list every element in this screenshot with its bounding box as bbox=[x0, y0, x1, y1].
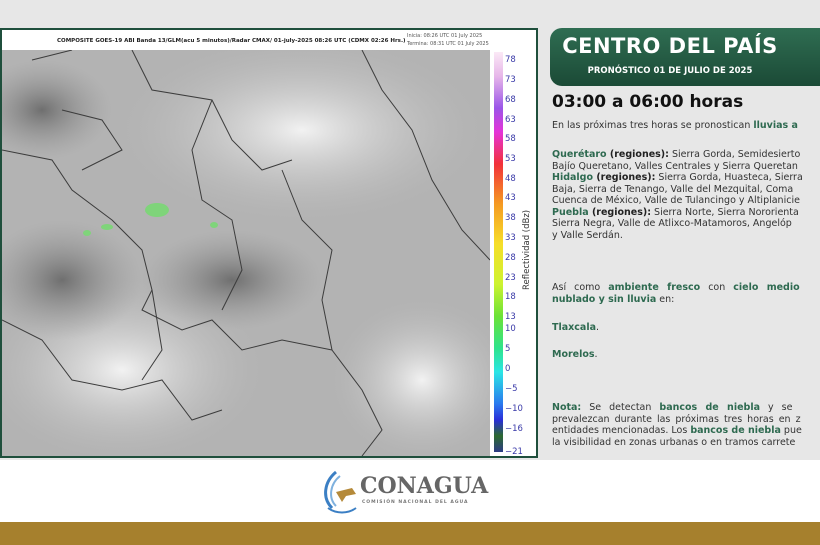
t: con bbox=[700, 282, 734, 293]
forecast-date: PRONÓSTICO 01 DE JULIO DE 2025 bbox=[587, 66, 753, 76]
conagua-logo-subtitle: COMISIÓN NACIONAL DEL AGUA bbox=[362, 500, 469, 505]
hl: cielo medio bbox=[733, 282, 800, 293]
t: y se bbox=[759, 402, 793, 413]
colorbar-label: Reflectividad (dBz) bbox=[522, 209, 532, 290]
hl: bancos de niebla bbox=[659, 402, 760, 413]
map-svg bbox=[2, 50, 490, 456]
conagua-logo-icon bbox=[324, 470, 357, 514]
colorbar-tick: −21 bbox=[505, 447, 523, 457]
intro: En las próximas tres horas se pronostica… bbox=[552, 120, 754, 131]
colorbar-tick: 23 bbox=[505, 273, 516, 283]
regions: Sierra Gorda, Huasteca, Sierra bbox=[655, 172, 803, 183]
hl: Morelos bbox=[552, 349, 595, 360]
state-name: Puebla bbox=[552, 206, 589, 218]
t: pue bbox=[780, 425, 802, 436]
t: en: bbox=[656, 293, 675, 305]
colorbar-tick: 38 bbox=[505, 213, 516, 223]
footer bbox=[0, 460, 820, 522]
colorbar-tick: 78 bbox=[505, 55, 516, 65]
reflectivity-colorbar bbox=[494, 52, 503, 452]
hl: Tlaxcala bbox=[552, 322, 596, 333]
satellite-radar-map-panel: COMPOSITE GOES-19 ABI Banda 13/GLM(acu 5… bbox=[0, 28, 538, 458]
colorbar-tick: 0 bbox=[505, 364, 511, 374]
map-title: COMPOSITE GOES-19 ABI Banda 13/GLM(acu 5… bbox=[57, 38, 406, 44]
hl: ambiente fresco bbox=[608, 282, 701, 293]
intro-highlight: lluvias a bbox=[753, 120, 798, 131]
regions-label: (regiones): bbox=[593, 172, 656, 183]
colorbar-tick: 73 bbox=[505, 75, 516, 85]
state-name: Hidalgo bbox=[552, 172, 594, 183]
colorbar-tick: 63 bbox=[505, 115, 516, 125]
fog-note: Nota: Se detectan bancos de niebla y se … bbox=[552, 402, 820, 448]
forecast-panel: CENTRO DEL PAÍS PRONÓSTICO 01 DE JULIO D… bbox=[550, 28, 820, 458]
colorbar-tick: 58 bbox=[505, 134, 516, 144]
colorbar-tick: 13 bbox=[505, 312, 516, 322]
colorbar-tick: 10 bbox=[505, 324, 516, 334]
colorbar-tick: 33 bbox=[505, 233, 516, 243]
regions: y Valle Serdán. bbox=[552, 229, 623, 241]
state-boundaries bbox=[2, 50, 490, 456]
t: entidades mencionadas. Los bbox=[552, 425, 691, 436]
state-morelos: Morelos. bbox=[552, 349, 820, 361]
colorbar-tick: 5 bbox=[505, 344, 511, 354]
queretaro-forecast: Querétaro (regiones): Sierra Gorda, Semi… bbox=[552, 149, 820, 241]
regions: Bajío Queretano, Valles Centrales y Sier… bbox=[552, 160, 798, 172]
colorbar-tick: 68 bbox=[505, 95, 516, 105]
map-start-time: Inicia: 08:26 UTC 01 July 2025 bbox=[407, 33, 483, 39]
t: . bbox=[594, 349, 598, 360]
state-name: Querétaro bbox=[552, 149, 607, 160]
radar-echoes bbox=[83, 203, 218, 236]
regions: Sierra Norte, Sierra Nororienta bbox=[651, 206, 799, 218]
hl: bancos de niebla bbox=[690, 425, 781, 436]
colorbar-tick: 43 bbox=[505, 193, 516, 203]
fresh-weather-text: Así como ambiente fresco con cielo medio… bbox=[552, 282, 820, 305]
colorbar-tick: −5 bbox=[505, 384, 518, 394]
regions: Baja, Sierra de Tenango, Valle del Mezqu… bbox=[552, 183, 794, 195]
colorbar-tick: −16 bbox=[505, 424, 523, 434]
map-end-time: Termina: 08:31 UTC 01 July 2025 bbox=[407, 41, 489, 47]
colorbar-tick: 18 bbox=[505, 292, 516, 302]
state-tlaxcala: Tlaxcala. bbox=[552, 322, 820, 334]
colorbar-tick: 53 bbox=[505, 154, 516, 164]
regions: Cuenca de México, Valle de Tulancingo y … bbox=[552, 195, 800, 206]
regions: Sierra Gorda, Semidesierto bbox=[668, 149, 801, 160]
colorbar-tick: 28 bbox=[505, 253, 516, 263]
colorbar-tick: 48 bbox=[505, 174, 516, 184]
colorbar-tick: −10 bbox=[505, 404, 523, 414]
region-title: CENTRO DEL PAÍS bbox=[562, 34, 778, 58]
t: . bbox=[595, 322, 600, 333]
t: la visibilidad en zonas urbanas o en tra… bbox=[552, 436, 796, 448]
regions-label: (regiones): bbox=[588, 206, 652, 218]
map-header: COMPOSITE GOES-19 ABI Banda 13/GLM(acu 5… bbox=[2, 30, 536, 50]
intro-text: En las próximas tres horas se pronostica… bbox=[552, 120, 820, 132]
regions-label: (regiones): bbox=[606, 149, 669, 160]
note-label: Nota: bbox=[552, 402, 582, 413]
time-range: 03:00 a 06:00 horas bbox=[552, 92, 744, 112]
t: prevalezcan durante las próximas tres ho… bbox=[552, 413, 801, 425]
footer-gold-bar bbox=[0, 522, 820, 545]
t: Así como bbox=[552, 282, 609, 293]
hl: nublado y sin lluvia bbox=[552, 293, 657, 305]
t: Se detectan bbox=[581, 402, 660, 413]
satellite-image bbox=[2, 50, 490, 456]
region-banner: CENTRO DEL PAÍS PRONÓSTICO 01 DE JULIO D… bbox=[550, 28, 820, 86]
map-times: Inicia: 08:26 UTC 01 July 2025 Termina: … bbox=[407, 32, 489, 48]
regions: Sierra Negra, Valle de Atlixco-Matamoros… bbox=[552, 218, 792, 229]
conagua-logo-text: CONAGUA bbox=[360, 473, 489, 499]
